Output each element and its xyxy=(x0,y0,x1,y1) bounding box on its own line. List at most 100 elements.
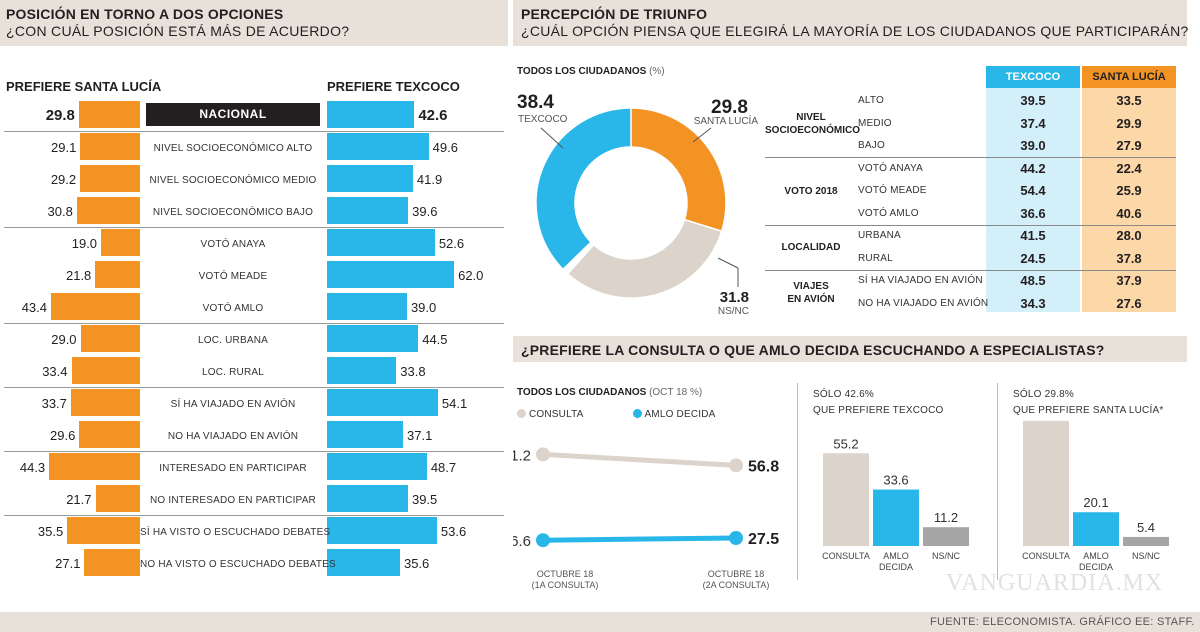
x-label-right: OCTUBRE 18 xyxy=(708,569,765,579)
santa-lucia-value: 21.7 xyxy=(66,492,92,507)
santa-lucia-bar xyxy=(101,229,140,256)
texcoco-bar xyxy=(327,357,397,384)
category-label: NO HA VISTO O ESCUCHADO DEBATES xyxy=(140,559,336,570)
santa-lucia-bar xyxy=(79,421,140,448)
table-group-label: VOTO 2018 xyxy=(765,185,857,198)
category-label: SÍ HA VIAJADO EN AVIÓN xyxy=(170,399,296,410)
table-row-label: ALTO xyxy=(858,95,884,106)
table-row-label: NO HA VIAJADO EN AVIÓN xyxy=(858,297,989,309)
santa-lucia-bar xyxy=(1023,420,1069,546)
texcoco-bar xyxy=(923,527,969,546)
santa-lucia-share-label: SANTA LUCÍA xyxy=(694,114,759,127)
texcoco-bar xyxy=(327,389,438,416)
santa-lucia-cell: 27.9 xyxy=(1116,138,1142,153)
santa-lucia-value: 35.5 xyxy=(37,524,64,539)
legend-consulta: CONSULTA xyxy=(517,409,584,420)
source-note: FUENTE: ELECONOMISTA. GRÁFICO EE: STAFF. xyxy=(930,616,1195,628)
texcoco-category-label: NS/NC xyxy=(932,551,961,561)
table-separator xyxy=(765,224,1176,226)
santa-lucia-value: 29.6 xyxy=(50,428,76,443)
line-label: TODOS LOS CIUDADANOS xyxy=(517,387,647,398)
category-label: VOTÓ AMLO xyxy=(202,303,264,314)
texcoco-bar xyxy=(327,197,409,224)
santa-lucia-value: 29.0 xyxy=(51,332,77,347)
bars1-title: SÓLO 42.6% QUE PREFIERE TEXCOCO xyxy=(813,387,944,419)
x-label-left: (1A CONSULTA) xyxy=(532,580,599,590)
right-panel-subtitle: ¿CUÁL OPCIÓN PIENSA QUE ELEGIRÁ LA MAYOR… xyxy=(521,23,1189,39)
santa-lucia-share-value: 29.8 xyxy=(711,97,748,118)
texcoco-bar xyxy=(327,325,419,352)
donut-caption: TODOS LOS CIUDADANOS (%) xyxy=(517,66,665,77)
texcoco-cell: 39.5 xyxy=(1020,93,1046,108)
right-panel-title: PERCEPCIÓN DE TRIUNFO xyxy=(521,6,708,22)
texcoco-share-value: 38.4 xyxy=(517,92,554,113)
texcoco-share-label: TEXCOCO xyxy=(518,114,568,125)
santa-lucia-header: PREFIERE SANTA LUCÍA xyxy=(6,79,162,94)
legend-amlo: AMLO DECIDA xyxy=(633,409,716,420)
left-header-band xyxy=(0,0,508,46)
legend-amlo-label: AMLO DECIDA xyxy=(644,409,716,420)
consulta-point-start xyxy=(536,447,550,462)
santa-lucia-bar xyxy=(76,197,140,224)
santa-lucia-value: 21.8 xyxy=(65,268,92,283)
santa-lucia-value: 29.1 xyxy=(51,140,77,155)
texcoco-cell: 24.5 xyxy=(1020,250,1046,266)
santa-lucia-cell: 33.5 xyxy=(1116,93,1142,108)
texcoco-header: PREFIERE TEXCOCO xyxy=(327,79,460,94)
amlo-value-start: 26.6 xyxy=(513,533,531,550)
bars1-title-2: QUE PREFIERE TEXCOCO xyxy=(813,405,944,416)
watermark: VANGUARDIA.MX xyxy=(946,570,1164,596)
legend-amlo-dot xyxy=(633,409,642,418)
santa-lucia-bar xyxy=(1123,536,1169,546)
legend-consulta-label: CONSULTA xyxy=(528,409,584,420)
nsnc-share-value: 31.8 xyxy=(720,289,749,306)
category-label: NIVEL SOCIOECONÓMICO ALTO xyxy=(153,143,313,154)
texcoco-value: 39.5 xyxy=(411,492,438,507)
texcoco-bar xyxy=(327,229,435,256)
x-label-right: (2A CONSULTA) xyxy=(703,580,770,590)
texcoco-cell: 44.2 xyxy=(1020,160,1046,176)
texcoco-bar xyxy=(327,101,415,128)
santa-lucia-category-label: CONSULTA xyxy=(1022,551,1070,561)
table-separator xyxy=(765,157,1176,158)
texcoco-value: 54.1 xyxy=(441,396,468,411)
texcoco-value: 53.6 xyxy=(440,524,467,539)
texcoco-cell: 41.5 xyxy=(1020,228,1046,243)
line-caption: TODOS LOS CIUDADANOS (OCT 18 %) xyxy=(517,387,702,398)
texcoco-bar xyxy=(327,293,407,320)
divider-1 xyxy=(797,383,798,580)
texcoco-leader-line xyxy=(540,127,564,149)
col-texcoco-band xyxy=(986,66,1080,312)
category-label: INTERESADO EN PARTICIPAR xyxy=(159,463,307,474)
santa-lucia-bar xyxy=(95,485,140,512)
texcoco-bar xyxy=(327,549,400,576)
texcoco-value: 49.6 xyxy=(432,140,458,155)
texcoco-cell: 48.5 xyxy=(1020,273,1046,288)
santa-lucia-cell: 37.9 xyxy=(1116,273,1142,288)
santa-lucia-value: 19.0 xyxy=(71,236,98,251)
santa-lucia-value: 29.8 xyxy=(45,107,75,124)
texcoco-bar xyxy=(327,261,455,288)
santa-lucia-cell: 40.6 xyxy=(1116,205,1142,221)
texcoco-bar xyxy=(327,421,404,448)
santa-lucia-value: 29.2 xyxy=(50,172,77,187)
row-separator xyxy=(4,515,504,516)
texcoco-value: 39.6 xyxy=(412,204,438,219)
category-label: VOTÓ ANAYA xyxy=(200,239,266,250)
santa-lucia-bar xyxy=(70,389,140,416)
nsnc-leader-line xyxy=(717,257,739,269)
consulta-point-end xyxy=(729,458,743,473)
category-label: LOC. URBANA xyxy=(198,335,268,346)
santa-lucia-bar xyxy=(1073,512,1119,546)
texcoco-slice xyxy=(535,107,639,271)
footer-band xyxy=(0,612,1200,632)
texcoco-cell: 36.6 xyxy=(1020,205,1046,221)
bars1-title-1: SÓLO 42.6% xyxy=(813,389,874,400)
santa-lucia-cell: 27.6 xyxy=(1116,295,1142,311)
santa-lucia-cell: 25.9 xyxy=(1116,183,1142,198)
amlo-point-end xyxy=(729,531,743,545)
donut-unit: (%) xyxy=(649,66,665,77)
table-group-word: VOTO 2018 xyxy=(784,185,838,197)
line-unit: (OCT 18 %) xyxy=(649,387,703,398)
